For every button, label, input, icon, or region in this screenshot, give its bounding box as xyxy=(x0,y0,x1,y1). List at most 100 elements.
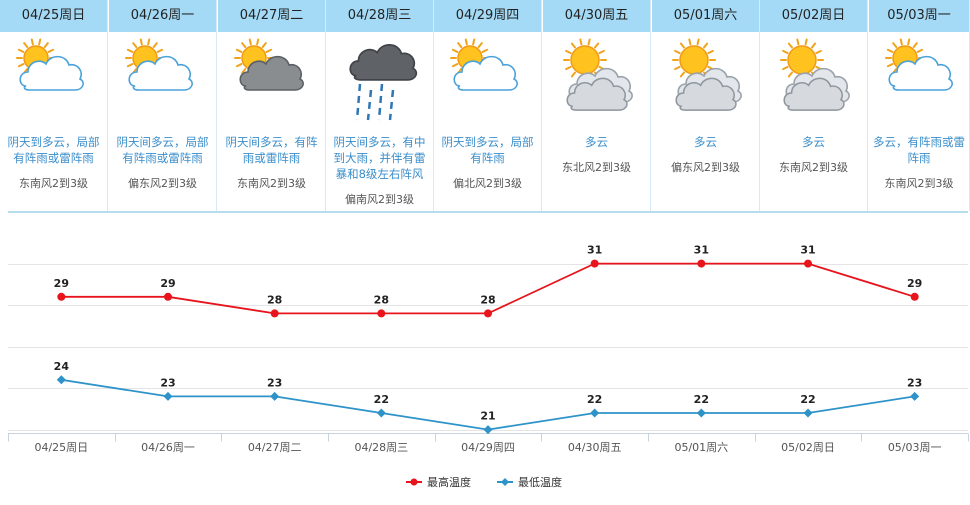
data-label: 31 xyxy=(800,244,815,257)
series-high: 29 29 28 28 28 31 31 31 29 xyxy=(54,244,922,318)
data-point xyxy=(910,391,920,401)
partly-cloudy-sun-icon xyxy=(885,38,953,91)
description-line: 暴和8级左右阵风 xyxy=(335,167,424,181)
legend-item[interactable]: 最低温度 xyxy=(497,475,562,489)
data-label: 24 xyxy=(54,360,70,373)
data-label: 22 xyxy=(694,393,709,406)
wind-text: 东南风2到3级 xyxy=(19,177,88,190)
data-point xyxy=(377,309,386,318)
description-line: 阴天间多云，有中 xyxy=(333,135,426,149)
data-label: 28 xyxy=(480,293,495,306)
data-point xyxy=(910,292,919,301)
day-date: 04/29周四 xyxy=(434,0,541,32)
cloud-shape xyxy=(566,77,628,111)
forecast-day: 05/02周日 多云 东南风2到3级 xyxy=(760,0,868,211)
wind-text: 东南风2到3级 xyxy=(237,177,306,190)
forecast-day: 04/29周四 阴天到多云，局部 有阵雨 偏北风2到3级 xyxy=(434,0,542,211)
description-line: 有阵雨 xyxy=(470,151,505,165)
weather-description: 多云 xyxy=(545,134,648,150)
forecast-day: 04/26周一 阴天间多云，局部 有阵雨或雷阵雨 偏东风2到3级 xyxy=(109,0,217,211)
data-label: 29 xyxy=(907,277,922,290)
description-line: 雨或雷阵雨 xyxy=(242,151,301,165)
gridlines xyxy=(8,264,968,431)
data-label: 22 xyxy=(800,393,815,406)
cloud-shape xyxy=(349,44,418,81)
temperature-chart: 04/25周日 04/26周一 04/27周二 04/28周三 04/29周四 04/30… xyxy=(8,211,969,489)
weather-description: 多云，有阵雨或雷 阵雨 xyxy=(871,134,967,166)
cloudy-sun-icon xyxy=(563,38,633,111)
data-label: 23 xyxy=(907,376,922,389)
weather-description: 阴天间多云，有中 到大雨，并伴有雷 暴和8级左右阵风 xyxy=(328,134,431,182)
forecast-day: 05/01周六 多云 偏东风2到3级 xyxy=(652,0,760,211)
sun-gray-cloud-icon xyxy=(234,38,304,91)
data-point xyxy=(270,309,279,318)
day-date: 05/02周日 xyxy=(760,0,867,32)
day-date: 05/01周六 xyxy=(652,0,759,32)
weather-description: 多云 xyxy=(654,134,757,150)
description-line: 有阵雨或雷阵雨 xyxy=(13,151,94,165)
day-date: 04/28周三 xyxy=(326,0,433,32)
legend-item[interactable]: 最高温度 xyxy=(406,475,471,489)
data-label: 29 xyxy=(160,277,175,290)
x-tick-label: 05/03周一 xyxy=(888,441,942,454)
data-point xyxy=(270,391,280,401)
cloudy-sun-icon xyxy=(672,38,742,111)
forecast-day: 05/03周一 多云，有阵雨或雷 阵雨东南风2到3级 xyxy=(869,0,970,211)
data-point xyxy=(804,259,812,268)
cloud-shape xyxy=(783,77,845,111)
data-label: 31 xyxy=(587,244,602,257)
description-line: 阴天间多云，有阵 xyxy=(225,135,318,149)
data-point xyxy=(696,408,706,418)
data-label: 22 xyxy=(374,393,389,406)
day-date: 04/30周五 xyxy=(543,0,650,32)
data-point xyxy=(163,391,173,401)
data-point xyxy=(590,408,600,418)
description-line: 阴天间多云，局部 xyxy=(116,135,209,149)
description-line: 阴天到多云，局部 xyxy=(7,135,100,149)
x-tick-label: 04/27周二 xyxy=(248,441,302,454)
x-tick-label: 04/25周日 xyxy=(34,441,88,454)
forecast-strip: 04/25周日 阴天到多云，局部 有阵雨或雷阵雨 东南风2到3级 04/26周一 阴天间多… xyxy=(0,0,970,211)
data-label: 23 xyxy=(160,376,175,389)
x-tick-label: 04/29周四 xyxy=(461,441,515,454)
cloud-shape xyxy=(19,55,84,91)
data-label: 22 xyxy=(587,393,602,406)
forecast-day: 04/28周三阴天间多云，有中 到大雨，并伴有雷 暴和8级左右阵风偏南风2到3级 xyxy=(326,0,434,211)
data-point xyxy=(484,309,492,318)
x-tick-label: 05/02周日 xyxy=(781,441,835,454)
x-tick-label: 04/28周三 xyxy=(354,441,408,454)
wind-text: 偏南风2到3级 xyxy=(345,193,414,206)
x-tick-label: 05/01周六 xyxy=(674,441,728,454)
wind-text: 东南风2到3级 xyxy=(884,177,954,190)
data-label: 28 xyxy=(374,293,389,306)
legend-label: 最低温度 xyxy=(518,475,562,489)
description-line: 阵雨 xyxy=(907,151,931,165)
forecast-day: 04/27周二 阴天间多云，有阵 雨或雷阵雨 东南风2到3级 xyxy=(218,0,326,211)
data-point xyxy=(164,292,172,301)
series-low: 24 23 23 22 21 22 22 22 23 xyxy=(54,360,922,435)
description-line: 多云 xyxy=(694,135,717,149)
description-line: 多云 xyxy=(585,135,608,149)
forecast-day: 04/30周五多云东北风2到3级 xyxy=(543,0,651,211)
partly-cloudy-sun-icon xyxy=(16,38,84,91)
data-point xyxy=(57,292,66,301)
data-point xyxy=(590,259,599,268)
description-line: 阴天到多云，局部 xyxy=(441,135,534,149)
description-line: 有阵雨或雷阵雨 xyxy=(122,151,203,165)
weather-description: 阴天间多云，局部 有阵雨或雷阵雨 xyxy=(111,134,214,166)
day-date: 05/03周一 xyxy=(869,0,969,32)
x-tick-label: 04/26周一 xyxy=(141,441,195,454)
description-line: 多云 xyxy=(802,135,825,149)
cloud-shape xyxy=(128,55,193,91)
weather-description: 阴天到多云，局部 有阵雨 xyxy=(436,134,539,166)
weather-description: 阴天间多云，有阵 雨或雷阵雨 xyxy=(220,134,323,166)
cloudy-sun-icon xyxy=(780,38,850,111)
wind-text: 偏东风2到3级 xyxy=(128,177,197,190)
x-tick-label: 04/30周五 xyxy=(568,441,622,454)
wind-text: 东北风2到3级 xyxy=(562,161,631,174)
data-point xyxy=(376,408,386,418)
legend-marker xyxy=(410,478,418,486)
data-point xyxy=(483,425,493,435)
data-point xyxy=(697,259,706,268)
data-label: 23 xyxy=(267,376,282,389)
